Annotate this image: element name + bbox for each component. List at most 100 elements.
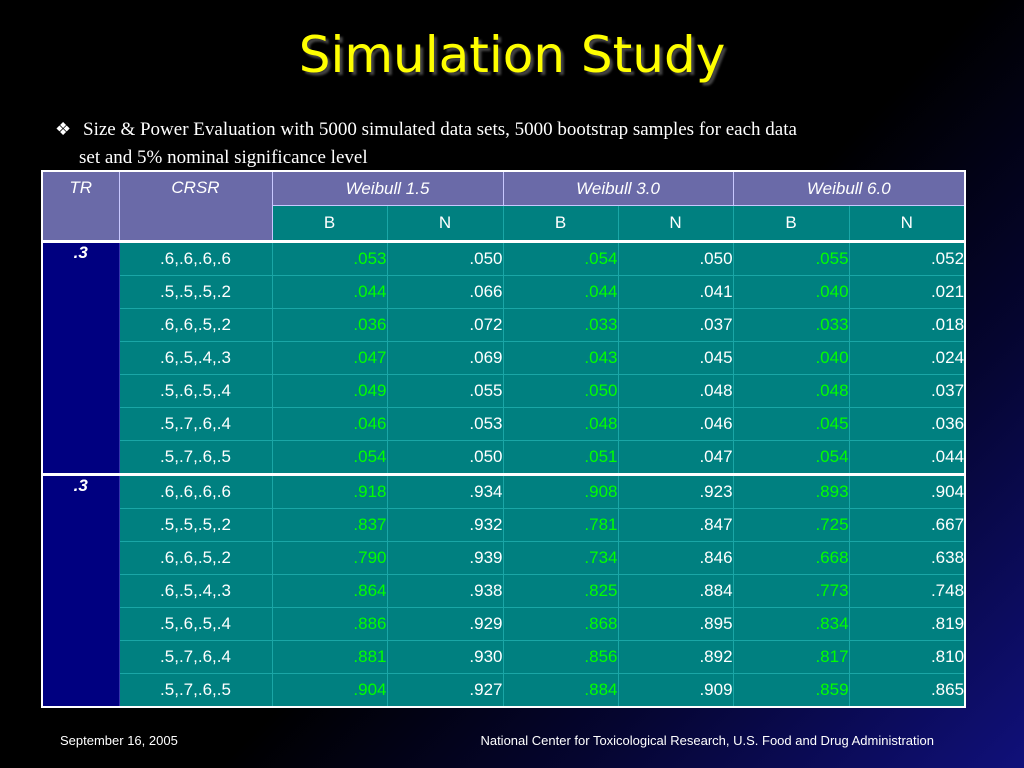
normal-value-cell: .904 <box>848 473 966 509</box>
bootstrap-value-cell: .036 <box>271 308 388 342</box>
header-weibull-6-0: Weibull 6.0 <box>732 170 966 206</box>
normal-value-cell: .638 <box>848 541 966 575</box>
bootstrap-value-cell: .668 <box>732 541 850 575</box>
crsr-cell: .6,.5,.4,.3 <box>118 341 273 375</box>
bootstrap-value-cell: .049 <box>271 374 388 408</box>
table-row: .6,.6,.5,.2.036.072.033.037.033.018 <box>42 308 966 342</box>
bootstrap-value-cell: .044 <box>502 275 619 309</box>
table-row: .5,.5,.5,.2.044.066.044.041.040.021 <box>42 275 966 309</box>
bootstrap-value-cell: .837 <box>271 508 388 542</box>
table-row: .5,.6,.5,.4.886.929.868.895.834.819 <box>42 607 966 641</box>
bootstrap-value-cell: .773 <box>732 574 850 608</box>
normal-value-cell: .932 <box>386 508 504 542</box>
size-group: .3.6,.6,.6,.6.053.050.054.050.055.052.5,… <box>42 240 966 475</box>
bootstrap-value-cell: .040 <box>732 341 850 375</box>
bullet-point: ❖ Size & Power Evaluation with 5000 simul… <box>55 115 935 172</box>
normal-value-cell: .927 <box>386 673 504 708</box>
bootstrap-value-cell: .918 <box>271 473 388 509</box>
bootstrap-value-cell: .054 <box>502 240 619 276</box>
normal-value-cell: .021 <box>848 275 966 309</box>
normal-value-cell: .819 <box>848 607 966 641</box>
bootstrap-value-cell: .053 <box>271 240 388 276</box>
normal-value-cell: .050 <box>386 240 504 276</box>
crsr-cell: .5,.7,.6,.4 <box>118 640 273 674</box>
bootstrap-value-cell: .044 <box>271 275 388 309</box>
crsr-cell: .6,.6,.6,.6 <box>118 240 273 276</box>
crsr-cell: .5,.6,.5,.4 <box>118 374 273 408</box>
normal-value-cell: .939 <box>386 541 504 575</box>
bootstrap-value-cell: .054 <box>732 440 850 475</box>
bootstrap-value-cell: .834 <box>732 607 850 641</box>
crsr-cell: .6,.6,.5,.2 <box>118 308 273 342</box>
bootstrap-value-cell: .033 <box>732 308 850 342</box>
normal-value-cell: .846 <box>617 541 734 575</box>
tr-value-cell: .3 <box>42 240 120 475</box>
subheader-b: B <box>502 205 619 242</box>
bootstrap-value-cell: .893 <box>732 473 850 509</box>
header-tr: TR <box>41 170 120 242</box>
power-group: .3.6,.6,.6,.6.918.934.908.923.893.904.5,… <box>42 473 966 708</box>
bootstrap-value-cell: .817 <box>732 640 850 674</box>
normal-value-cell: .050 <box>386 440 504 475</box>
crsr-cell: .6,.6,.6,.6 <box>118 473 273 509</box>
normal-value-cell: .041 <box>617 275 734 309</box>
table-row: .5,.7,.6,.5.904.927.884.909.859.865 <box>42 673 966 708</box>
bootstrap-value-cell: .725 <box>732 508 850 542</box>
normal-value-cell: .045 <box>617 341 734 375</box>
table-row: .5,.7,.6,.4.881.930.856.892.817.810 <box>42 640 966 674</box>
bootstrap-value-cell: .881 <box>271 640 388 674</box>
subheader-n: N <box>617 205 734 242</box>
normal-value-cell: .930 <box>386 640 504 674</box>
normal-value-cell: .055 <box>386 374 504 408</box>
slide-title: Simulation Study <box>298 26 726 84</box>
normal-value-cell: .847 <box>617 508 734 542</box>
normal-value-cell: .037 <box>617 308 734 342</box>
crsr-cell: .6,.6,.5,.2 <box>118 541 273 575</box>
normal-value-cell: .748 <box>848 574 966 608</box>
bootstrap-value-cell: .048 <box>732 374 850 408</box>
bootstrap-value-cell: .734 <box>502 541 619 575</box>
crsr-cell: .5,.7,.6,.5 <box>118 673 273 708</box>
normal-value-cell: .050 <box>617 240 734 276</box>
crsr-cell: .5,.7,.6,.4 <box>118 407 273 441</box>
bootstrap-value-cell: .051 <box>502 440 619 475</box>
normal-value-cell: .048 <box>617 374 734 408</box>
normal-value-cell: .895 <box>617 607 734 641</box>
normal-value-cell: .024 <box>848 341 966 375</box>
bootstrap-value-cell: .886 <box>271 607 388 641</box>
bootstrap-value-cell: .047 <box>271 341 388 375</box>
normal-value-cell: .036 <box>848 407 966 441</box>
normal-value-cell: .892 <box>617 640 734 674</box>
bullet-line-1: ❖ Size & Power Evaluation with 5000 simul… <box>55 115 935 144</box>
normal-value-cell: .047 <box>617 440 734 475</box>
crsr-cell: .5,.5,.5,.2 <box>118 275 273 309</box>
footer-date: September 16, 2005 <box>60 733 178 748</box>
footer-organization: National Center for Toxicological Resear… <box>480 733 934 748</box>
subheader-b: B <box>732 205 850 242</box>
header-weibull-3-0: Weibull 3.0 <box>502 170 734 206</box>
header-crsr: CRSR <box>118 170 273 242</box>
normal-value-cell: .667 <box>848 508 966 542</box>
table-header: TR CRSR Weibull 1.5 Weibull 3.0 Weibull … <box>41 170 966 242</box>
tr-value-cell: .3 <box>42 473 120 707</box>
bootstrap-value-cell: .055 <box>732 240 850 276</box>
bootstrap-value-cell: .046 <box>271 407 388 441</box>
bootstrap-value-cell: .868 <box>502 607 619 641</box>
subheader-n: N <box>386 205 504 242</box>
normal-value-cell: .046 <box>617 407 734 441</box>
header-weibull-1-5: Weibull 1.5 <box>271 170 504 206</box>
diamond-cluster-icon: ❖ <box>55 119 72 139</box>
normal-value-cell: .934 <box>386 473 504 509</box>
normal-value-cell: .052 <box>848 240 966 276</box>
normal-value-cell: .810 <box>848 640 966 674</box>
bullet-text-1: Size & Power Evaluation with 5000 simula… <box>83 119 797 140</box>
crsr-cell: .6,.5,.4,.3 <box>118 574 273 608</box>
normal-value-cell: .929 <box>386 607 504 641</box>
table-row: .6,.6,.5,.2.790.939.734.846.668.638 <box>42 541 966 575</box>
normal-value-cell: .923 <box>617 473 734 509</box>
normal-value-cell: .037 <box>848 374 966 408</box>
bootstrap-value-cell: .043 <box>502 341 619 375</box>
bootstrap-value-cell: .033 <box>502 308 619 342</box>
bootstrap-value-cell: .859 <box>732 673 850 708</box>
table-row: .5,.7,.6,.4.046.053.048.046.045.036 <box>42 407 966 441</box>
